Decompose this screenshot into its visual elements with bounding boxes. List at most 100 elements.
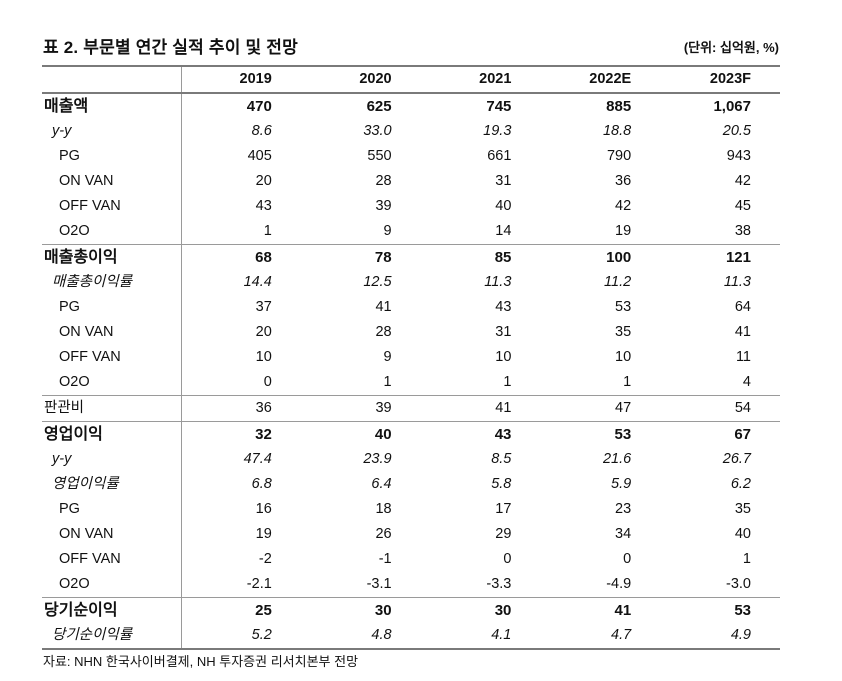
header-cell-2021: 2021 bbox=[479, 71, 512, 87]
header-cell-label bbox=[42, 66, 182, 93]
value-cell: -1 bbox=[378, 551, 392, 567]
value-cell: 20.5 bbox=[722, 123, 751, 139]
table-row: 영업이익률 6.8 6.4 5.8 5.9 6.2 bbox=[42, 472, 780, 497]
row-label: 영업이익률 bbox=[42, 472, 182, 497]
value-cell: 121 bbox=[725, 249, 751, 266]
value-cell: 9 bbox=[383, 223, 392, 239]
value-cell: 625 bbox=[366, 98, 392, 115]
value-cell: 37 bbox=[255, 299, 272, 315]
value-cell: -3.1 bbox=[366, 576, 392, 592]
value-cell: 43 bbox=[495, 299, 512, 315]
value-cell: 53 bbox=[615, 299, 632, 315]
value-cell: 31 bbox=[495, 173, 512, 189]
value-cell: 43 bbox=[494, 426, 512, 443]
value-cell: 1,067 bbox=[713, 98, 751, 115]
value-cell: 36 bbox=[255, 400, 272, 416]
row-label: PG bbox=[42, 295, 182, 320]
value-cell: 78 bbox=[374, 249, 392, 266]
value-cell: 39 bbox=[375, 198, 392, 214]
value-cell: 47 bbox=[615, 400, 632, 416]
value-cell: 40 bbox=[374, 426, 392, 443]
value-cell: 661 bbox=[487, 148, 512, 164]
value-cell: 11 bbox=[735, 349, 751, 365]
value-cell: 6.2 bbox=[730, 476, 751, 492]
value-cell: 550 bbox=[367, 148, 392, 164]
table-row: y-y 47.4 23.9 8.5 21.6 26.7 bbox=[42, 447, 780, 472]
row-label: 판관비 bbox=[42, 395, 182, 422]
value-cell: 20 bbox=[255, 324, 272, 340]
value-cell: 20 bbox=[255, 173, 272, 189]
row-label: ON VAN bbox=[42, 522, 182, 547]
table-row: 영업이익 32 40 43 53 67 bbox=[42, 421, 780, 447]
value-cell: 9 bbox=[383, 349, 392, 365]
value-cell: 25 bbox=[255, 602, 272, 619]
value-cell: 0 bbox=[503, 551, 512, 567]
row-label: OFF VAN bbox=[42, 547, 182, 572]
value-cell: 40 bbox=[734, 526, 751, 542]
row-label: O2O bbox=[42, 370, 182, 396]
value-cell: 43 bbox=[255, 198, 272, 214]
value-cell: -2 bbox=[258, 551, 272, 567]
table-row: ON VAN 19 26 29 34 40 bbox=[42, 522, 780, 547]
value-cell: 4.9 bbox=[730, 627, 751, 643]
value-cell: 85 bbox=[494, 249, 512, 266]
value-cell: 405 bbox=[247, 148, 272, 164]
value-cell: 19 bbox=[615, 223, 632, 239]
value-cell: 32 bbox=[255, 426, 272, 443]
value-cell: 14.4 bbox=[243, 274, 272, 290]
value-cell: 28 bbox=[375, 324, 392, 340]
table-row: 매출총이익 68 78 85 100 121 bbox=[42, 244, 780, 270]
value-cell: 4.1 bbox=[491, 627, 512, 643]
value-cell: 67 bbox=[734, 426, 751, 443]
row-label: PG bbox=[42, 144, 182, 169]
table-row: y-y 8.6 33.0 19.3 18.8 20.5 bbox=[42, 119, 780, 144]
table-row: ON VAN 20 28 31 36 42 bbox=[42, 169, 780, 194]
value-cell: 11.3 bbox=[484, 274, 512, 290]
value-cell: 10 bbox=[255, 349, 272, 365]
table-row: OFF VAN 10 9 10 10 11 bbox=[42, 345, 780, 370]
value-cell: 53 bbox=[734, 602, 751, 619]
value-cell: 68 bbox=[255, 249, 272, 266]
value-cell: 45 bbox=[734, 198, 751, 214]
row-label: 당기순이익 bbox=[42, 597, 182, 623]
value-cell: 8.5 bbox=[491, 451, 512, 467]
value-cell: 19 bbox=[255, 526, 272, 542]
value-cell: 41 bbox=[495, 400, 512, 416]
value-cell: 30 bbox=[494, 602, 512, 619]
row-label: y-y bbox=[42, 119, 182, 144]
value-cell: 10 bbox=[495, 349, 512, 365]
value-cell: 1 bbox=[742, 551, 751, 567]
value-cell: 64 bbox=[734, 299, 751, 315]
value-cell: 12.5 bbox=[363, 274, 392, 290]
row-label: OFF VAN bbox=[42, 194, 182, 219]
value-cell: 10 bbox=[615, 349, 632, 365]
value-cell: 6.4 bbox=[371, 476, 392, 492]
value-cell: 1 bbox=[263, 223, 272, 239]
value-cell: 41 bbox=[614, 602, 632, 619]
value-cell: 11.3 bbox=[723, 274, 751, 290]
value-cell: 6.8 bbox=[251, 476, 272, 492]
value-cell: 23.9 bbox=[363, 451, 392, 467]
row-label: O2O bbox=[42, 219, 182, 245]
value-cell: 1 bbox=[383, 374, 392, 390]
value-cell: 1 bbox=[503, 374, 512, 390]
value-cell: -4.9 bbox=[606, 576, 632, 592]
value-cell: 18.8 bbox=[602, 123, 632, 139]
table-row: 매출액 470 625 745 885 1,067 bbox=[42, 93, 780, 119]
value-cell: 35 bbox=[734, 501, 751, 517]
value-cell: 42 bbox=[734, 173, 751, 189]
table-row: O2O 1 9 14 19 38 bbox=[42, 219, 780, 245]
row-label: ON VAN bbox=[42, 169, 182, 194]
header-cell-2022e: 2022E bbox=[589, 71, 632, 87]
value-cell: 33.0 bbox=[363, 123, 392, 139]
value-cell: 26.7 bbox=[722, 451, 751, 467]
table-row: 판관비 36 39 41 47 54 bbox=[42, 395, 780, 422]
value-cell: 5.2 bbox=[251, 627, 272, 643]
value-cell: 53 bbox=[614, 426, 632, 443]
value-cell: 8.6 bbox=[251, 123, 272, 139]
table-title: 표 2. 부문별 연간 실적 추이 및 전망 bbox=[43, 38, 298, 57]
header-cell-2019: 2019 bbox=[239, 71, 272, 87]
value-cell: 0 bbox=[623, 551, 632, 567]
source-note: 자료: NHN 한국사이버결제, NH 투자증권 리서치본부 전망 bbox=[43, 654, 359, 669]
value-cell: 18 bbox=[375, 501, 392, 517]
